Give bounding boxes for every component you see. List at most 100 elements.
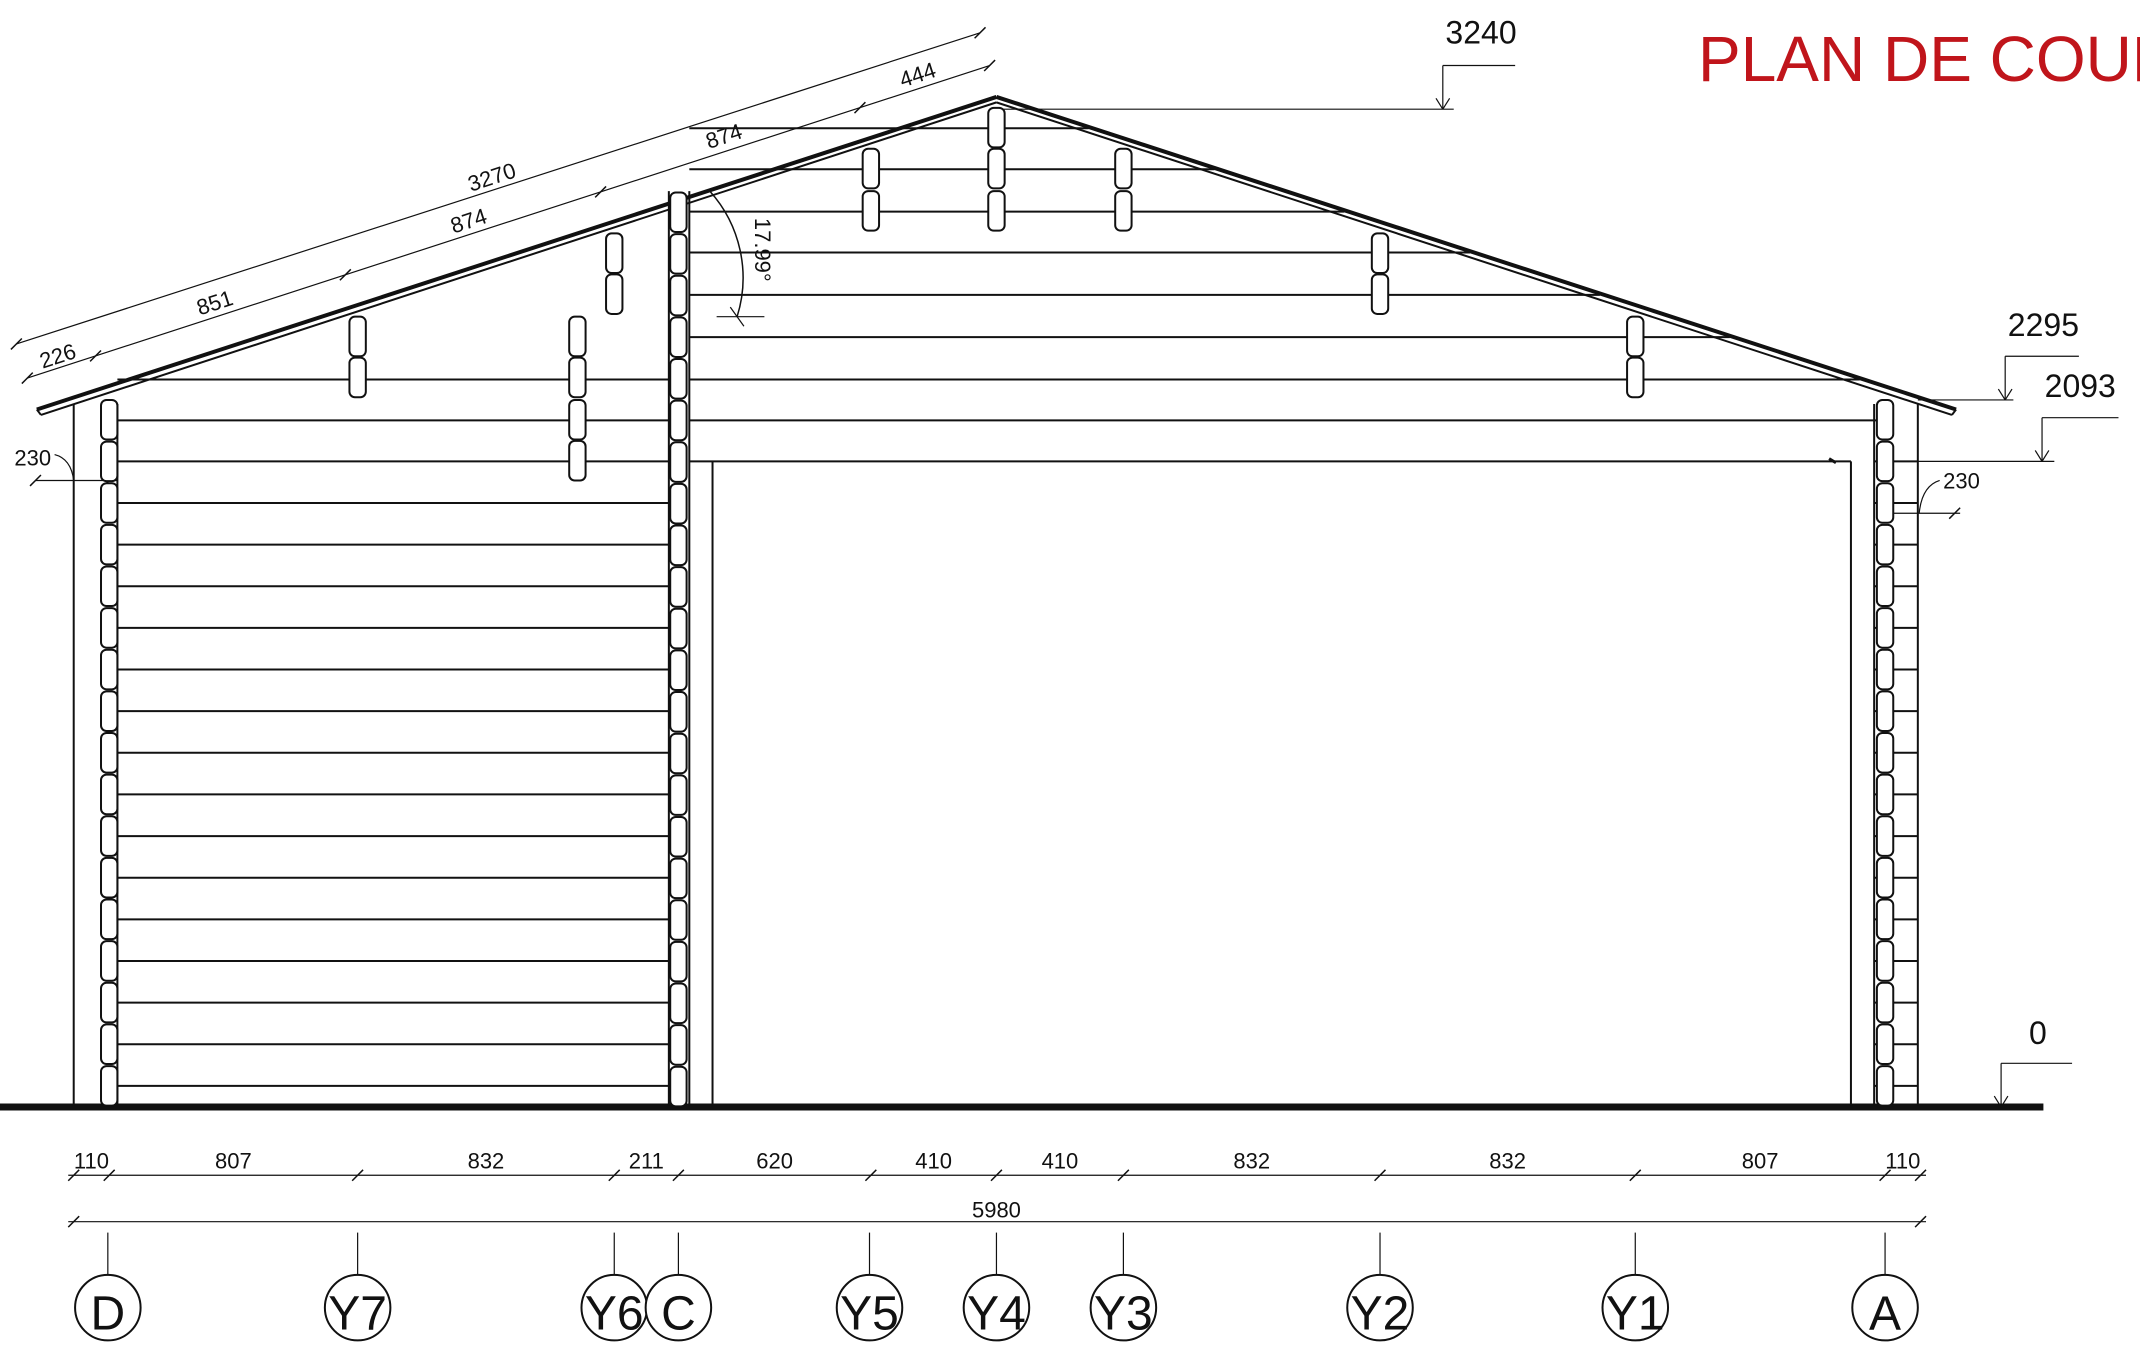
- angle-label: 17.99°: [750, 218, 775, 282]
- dimension-tick: [1914, 1215, 1927, 1228]
- total-width-label: 5980: [972, 1198, 1021, 1223]
- elevation-arrow: [2004, 388, 2013, 401]
- log-end-middle: [669, 857, 688, 900]
- angle-tick: [729, 306, 745, 327]
- log-end-left: [100, 440, 119, 483]
- roof-right-bottom: [996, 101, 1953, 416]
- dimension-tick: [103, 1169, 116, 1182]
- purlin-log: [568, 356, 587, 399]
- purlin-log: [605, 232, 624, 274]
- log-end-left: [100, 940, 119, 982]
- elevation-label: 0: [2029, 1015, 2047, 1051]
- log-end-left: [100, 398, 119, 441]
- roof-right-end: [1951, 408, 1957, 416]
- dimension-tick: [67, 1215, 80, 1228]
- dimension-tick: [1374, 1169, 1387, 1182]
- log-end-left: [100, 1065, 119, 1107]
- dimension-tick: [1879, 1169, 1892, 1182]
- log-end-right: [1875, 815, 1895, 857]
- purlin-log: [1370, 273, 1390, 315]
- dimension-label: 211: [629, 1148, 664, 1173]
- log-end-left: [100, 856, 119, 899]
- log-end-middle: [669, 482, 688, 525]
- roof-segment-label: 444: [896, 57, 939, 92]
- log-end-middle: [669, 357, 688, 400]
- axis-bubble: [962, 1273, 1031, 1342]
- dimension-tick: [672, 1169, 685, 1182]
- dimension-tick: [983, 59, 996, 72]
- purlin-log: [1370, 232, 1390, 274]
- purlin-log: [1626, 356, 1645, 399]
- elevation-label: 3240: [1445, 15, 1516, 51]
- log-end-right: [1875, 940, 1895, 982]
- log-end-right: [1875, 856, 1895, 899]
- log-end-middle: [669, 524, 688, 567]
- dimension-label: 110: [74, 1148, 109, 1173]
- roof-segments-dim-line: [27, 64, 990, 379]
- overhang-leader-left: [54, 453, 75, 481]
- dimension-tick: [89, 349, 102, 362]
- log-end-left: [100, 773, 119, 816]
- purlin-log: [568, 439, 587, 482]
- log-end-middle: [669, 1024, 688, 1066]
- purlin-log: [348, 315, 367, 358]
- overhang-label-left: 230: [14, 445, 51, 470]
- log-end-middle: [669, 899, 688, 941]
- log-end-middle: [669, 1065, 688, 1108]
- log-end-middle: [669, 566, 688, 608]
- dimension-tick: [594, 185, 607, 198]
- log-end-middle: [669, 191, 688, 234]
- log-end-left: [100, 648, 119, 691]
- axis-bubble: [835, 1273, 904, 1342]
- log-end-right: [1875, 981, 1895, 1024]
- roof-right-top: [995, 95, 1957, 412]
- elevation-arrow: [1993, 1095, 2002, 1108]
- log-end-middle: [669, 607, 688, 650]
- log-end-left: [100, 565, 119, 608]
- log-end-right: [1875, 565, 1895, 608]
- dimension-label: 832: [1489, 1148, 1526, 1173]
- log-end-middle: [669, 649, 688, 692]
- elevation-arrow: [1442, 97, 1451, 110]
- dimension-tick: [608, 1169, 621, 1182]
- roof-segment-label: 851: [193, 285, 236, 320]
- elevation-arrow: [1435, 97, 1444, 110]
- axis-bubble: [1601, 1273, 1670, 1342]
- dimension-label: 110: [1885, 1148, 1920, 1173]
- ridge-log: [987, 106, 1006, 149]
- log-end-middle: [669, 233, 688, 275]
- log-end-left: [100, 690, 119, 732]
- log-end-right: [1875, 898, 1895, 941]
- roof-left-top: [36, 95, 998, 412]
- axis-label: Y5: [840, 1288, 899, 1341]
- axis-bubble: [1346, 1273, 1414, 1342]
- axis-label: Y4: [967, 1288, 1026, 1341]
- dimension-tick: [990, 1169, 1003, 1182]
- log-end-left: [100, 898, 119, 941]
- axis-label: Y2: [1351, 1288, 1410, 1341]
- purlin-log: [861, 147, 881, 190]
- dimension-tick: [1629, 1169, 1642, 1182]
- axis-bubble: [323, 1273, 392, 1342]
- dimension-tick: [974, 26, 987, 39]
- log-end-middle: [669, 399, 688, 442]
- log-end-right: [1875, 648, 1895, 691]
- roof-segment-label: 874: [703, 119, 746, 154]
- dimension-label: 832: [1233, 1148, 1270, 1173]
- log-end-right: [1875, 482, 1895, 524]
- header-dot: [1828, 457, 1837, 465]
- log-end-right: [1875, 523, 1895, 566]
- axis-label: Y1: [1606, 1288, 1665, 1341]
- log-end-right: [1875, 607, 1895, 649]
- purlin-log: [861, 190, 881, 232]
- purlin-log: [568, 398, 587, 441]
- purlin-log: [1114, 190, 1133, 232]
- axis-bubble: [74, 1273, 142, 1342]
- dimension-tick: [67, 1169, 80, 1182]
- overhang-leader-right: [1918, 479, 1940, 514]
- log-end-middle: [669, 274, 688, 317]
- axis-bubble: [1851, 1273, 1919, 1342]
- ridge-log: [987, 190, 1006, 232]
- log-end-right: [1875, 1065, 1895, 1107]
